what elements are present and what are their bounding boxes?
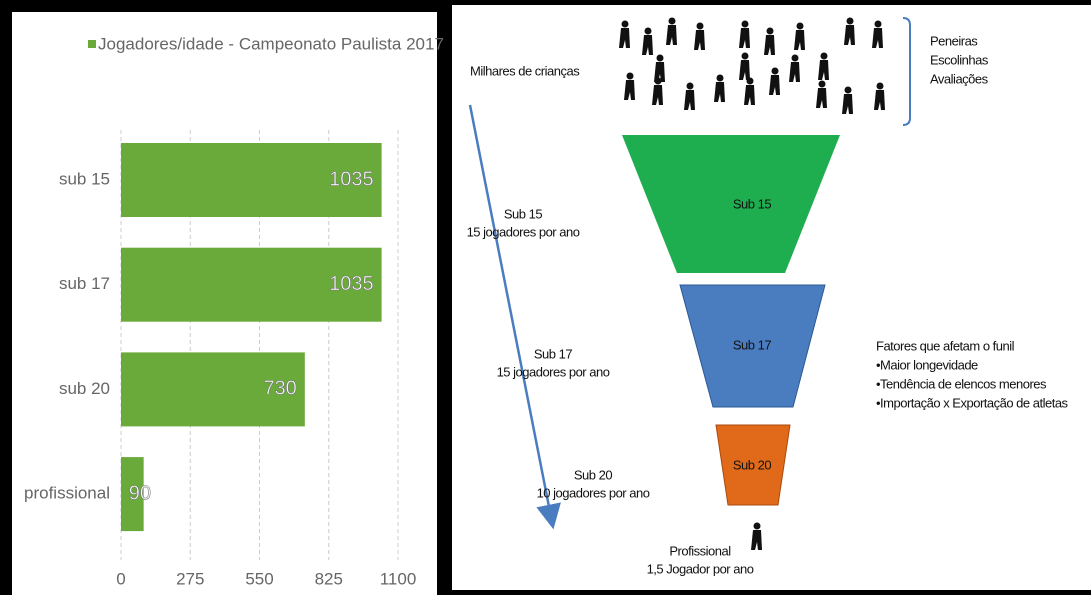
stage-name: Sub 15 (504, 206, 542, 221)
factor: •Maior longevidade (876, 357, 978, 372)
value-label: 1035 (329, 168, 374, 190)
player-head (845, 87, 852, 94)
factor: •Tendência de elencos menores (876, 376, 1047, 391)
x-tick-label: 0 (116, 569, 125, 588)
player-head (767, 28, 774, 35)
value-label: 730 (263, 378, 296, 400)
player-head (717, 75, 724, 82)
y-tick-label: profissional (24, 484, 110, 503)
source: Escolinhas (930, 52, 989, 67)
factor: •Importação x Exportação de atletas (876, 395, 1069, 410)
player-head (847, 18, 854, 25)
factors-title: Fatores que afetam o funil (876, 338, 1015, 353)
legend-swatch (88, 40, 96, 48)
page: {"chart_data": {"type": "bar", "orientat… (0, 0, 1091, 595)
stage-rate: 15 jogadores por ano (497, 364, 610, 379)
funnel-label: Sub 20 (733, 457, 771, 472)
player-head (742, 53, 749, 60)
player-head (819, 81, 826, 88)
player-head (877, 83, 884, 90)
stage-rate: 1,5 Jogador por ano (647, 561, 754, 576)
player-head (792, 55, 799, 62)
x-tick-label: 1100 (380, 569, 417, 588)
player-head (821, 53, 828, 60)
player-head (742, 21, 749, 28)
stage-rate: 15 jogadores por ano (467, 224, 580, 239)
value-label: 90 (129, 482, 151, 504)
player-head (657, 55, 664, 62)
player-head (797, 23, 804, 30)
player-head (627, 73, 634, 80)
stage-name: Profissional (669, 543, 731, 558)
player-head (645, 28, 652, 35)
funnel-label: Sub 15 (733, 196, 771, 211)
player-head (772, 68, 779, 75)
top-label: Milhares de crianças (470, 63, 580, 78)
screenshot: Jogadores/idade - Campeonato Paulista 20… (0, 0, 1091, 595)
x-tick-label: 275 (176, 569, 204, 588)
stage-rate: 10 jogadores por ano (537, 485, 650, 500)
stage-name: Sub 17 (534, 346, 572, 361)
player-head (697, 23, 704, 30)
player-head (875, 21, 882, 28)
y-tick-label: sub 17 (59, 274, 110, 293)
player-head (669, 18, 676, 25)
y-tick-label: sub 15 (59, 169, 110, 188)
source: Peneiras (930, 33, 978, 48)
funnel-label: Sub 17 (733, 337, 771, 352)
y-tick-label: sub 20 (59, 379, 110, 398)
x-tick-label: 550 (245, 569, 273, 588)
player-head (622, 21, 629, 28)
player-head (687, 83, 694, 90)
stage-name: Sub 20 (574, 467, 612, 482)
legend-label: Jogadores/idade - Campeonato Paulista 20… (98, 34, 444, 53)
player-head (754, 523, 761, 530)
x-tick-label: 825 (315, 569, 343, 588)
source: Avaliações (930, 71, 989, 86)
value-label: 1035 (329, 273, 374, 295)
